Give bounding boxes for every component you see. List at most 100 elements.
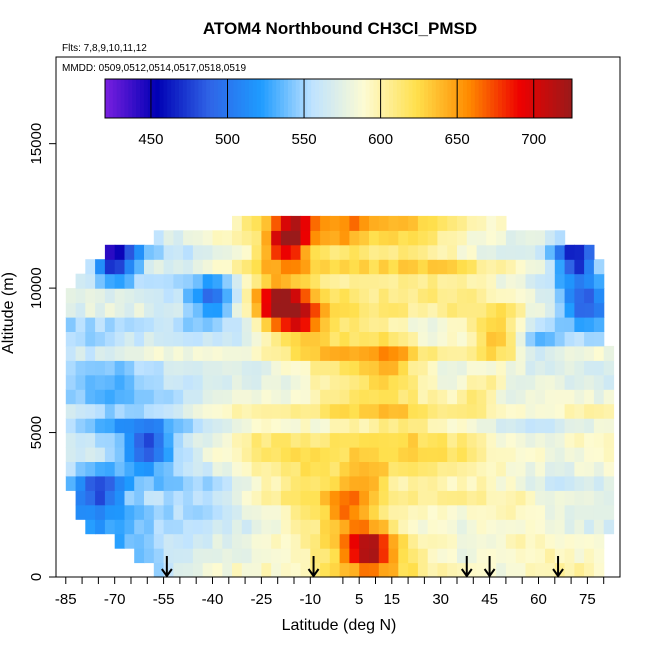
heatmap-cell [95,389,106,405]
heatmap-cell [241,548,253,564]
heatmap-cell [564,504,575,520]
heatmap-cell [447,244,458,260]
heatmap-cell [300,533,311,549]
heatmap-cell [192,562,204,578]
heatmap-cell [564,533,575,549]
heatmap-cell [545,244,556,260]
heatmap-cell [398,447,409,462]
heatmap-cell [339,389,350,405]
x-tick-label: 30 [432,591,449,608]
heatmap-cell [85,374,96,390]
heatmap-cell [202,519,214,535]
x-tick-label: 45 [481,591,498,608]
heatmap-cell [486,345,497,361]
heatmap-cell [261,302,272,318]
heatmap-cell [349,331,360,347]
heatmap-cell [525,519,536,535]
heatmap-cell [134,418,145,434]
heatmap-cell [466,432,478,448]
heatmap-cell [85,475,96,491]
heatmap-cell [369,345,380,361]
heatmap-cell [134,519,145,535]
heatmap-cell [173,519,184,535]
heatmap-cell [144,331,155,347]
heatmap-cell [173,447,184,462]
heatmap-cell [261,432,272,448]
heatmap-cell [329,360,341,376]
heatmap-cell [417,360,429,376]
heatmap-cell [466,548,478,564]
heatmap-cell [202,273,214,289]
heatmap-cell [290,317,302,332]
heatmap-cell [183,562,194,578]
heatmap-cell [202,418,214,434]
heatmap-cell [232,259,243,275]
heatmap-cell [359,432,370,448]
heatmap-cell [584,447,595,462]
heatmap-cell [329,490,341,506]
heatmap-cell [251,302,262,318]
heatmap-cell [75,418,86,434]
heatmap-cell [212,548,223,564]
heatmap-cell [153,519,165,535]
heatmap-cell [329,418,341,434]
heatmap-cell [104,432,116,448]
heatmap-cell [134,389,145,405]
heatmap-cell [153,259,165,275]
heatmap-cell [329,447,341,462]
heatmap-cell [329,389,341,405]
heatmap-cell [417,374,429,390]
heatmap-cell [486,432,497,448]
heatmap-cell [349,447,360,462]
heatmap-cell [339,317,350,332]
heatmap-cell [486,317,497,332]
heatmap-cell [85,317,96,332]
heatmap-cell [290,345,302,361]
heatmap-cell [85,273,96,289]
heatmap-cell [134,259,145,275]
heatmap-cell [466,461,478,477]
heatmap-cell [447,418,458,434]
colorbar-segment [116,79,122,118]
heatmap-cell [241,533,253,549]
colorbar-segment [322,79,328,118]
heatmap-cell [378,432,390,448]
heatmap-cell [271,475,282,491]
heatmap-cell [202,432,214,448]
heatmap-cell [398,288,409,304]
heatmap-cell [95,475,106,491]
heatmap-cell [173,360,184,376]
colorbar-segment [136,79,141,118]
heatmap-cell [525,244,536,260]
heatmap-cell [525,288,536,304]
heatmap-cell [95,259,106,275]
heatmap-cell [398,519,409,535]
heatmap-cell [310,273,321,289]
heatmap-cell [320,331,331,347]
heatmap-cell [290,403,302,419]
heatmap-cell [300,331,311,347]
heatmap-cell [310,519,321,535]
heatmap-cell [408,331,419,347]
colorbar-segment [517,79,522,118]
heatmap-cell [144,418,155,434]
heatmap-cell [593,548,605,564]
heatmap-cell [496,461,507,477]
heatmap-cell [369,504,380,520]
heatmap-cell [290,490,302,506]
heatmap-cell [290,475,302,491]
heatmap-cell [271,215,282,231]
heatmap-cell [564,389,575,405]
heatmap-cell [593,519,605,535]
heatmap-cell [447,230,458,246]
profile-marker-arrow [307,556,320,578]
heatmap-cell [535,548,546,564]
heatmap-cell [603,374,615,390]
heatmap-cell [310,317,321,332]
heatmap-cell [339,215,350,231]
heatmap-cell [359,490,370,506]
heatmap-cell [359,389,370,405]
heatmap-cell [192,432,204,448]
heatmap-cell [564,259,575,275]
colorbar-segment [470,79,476,118]
